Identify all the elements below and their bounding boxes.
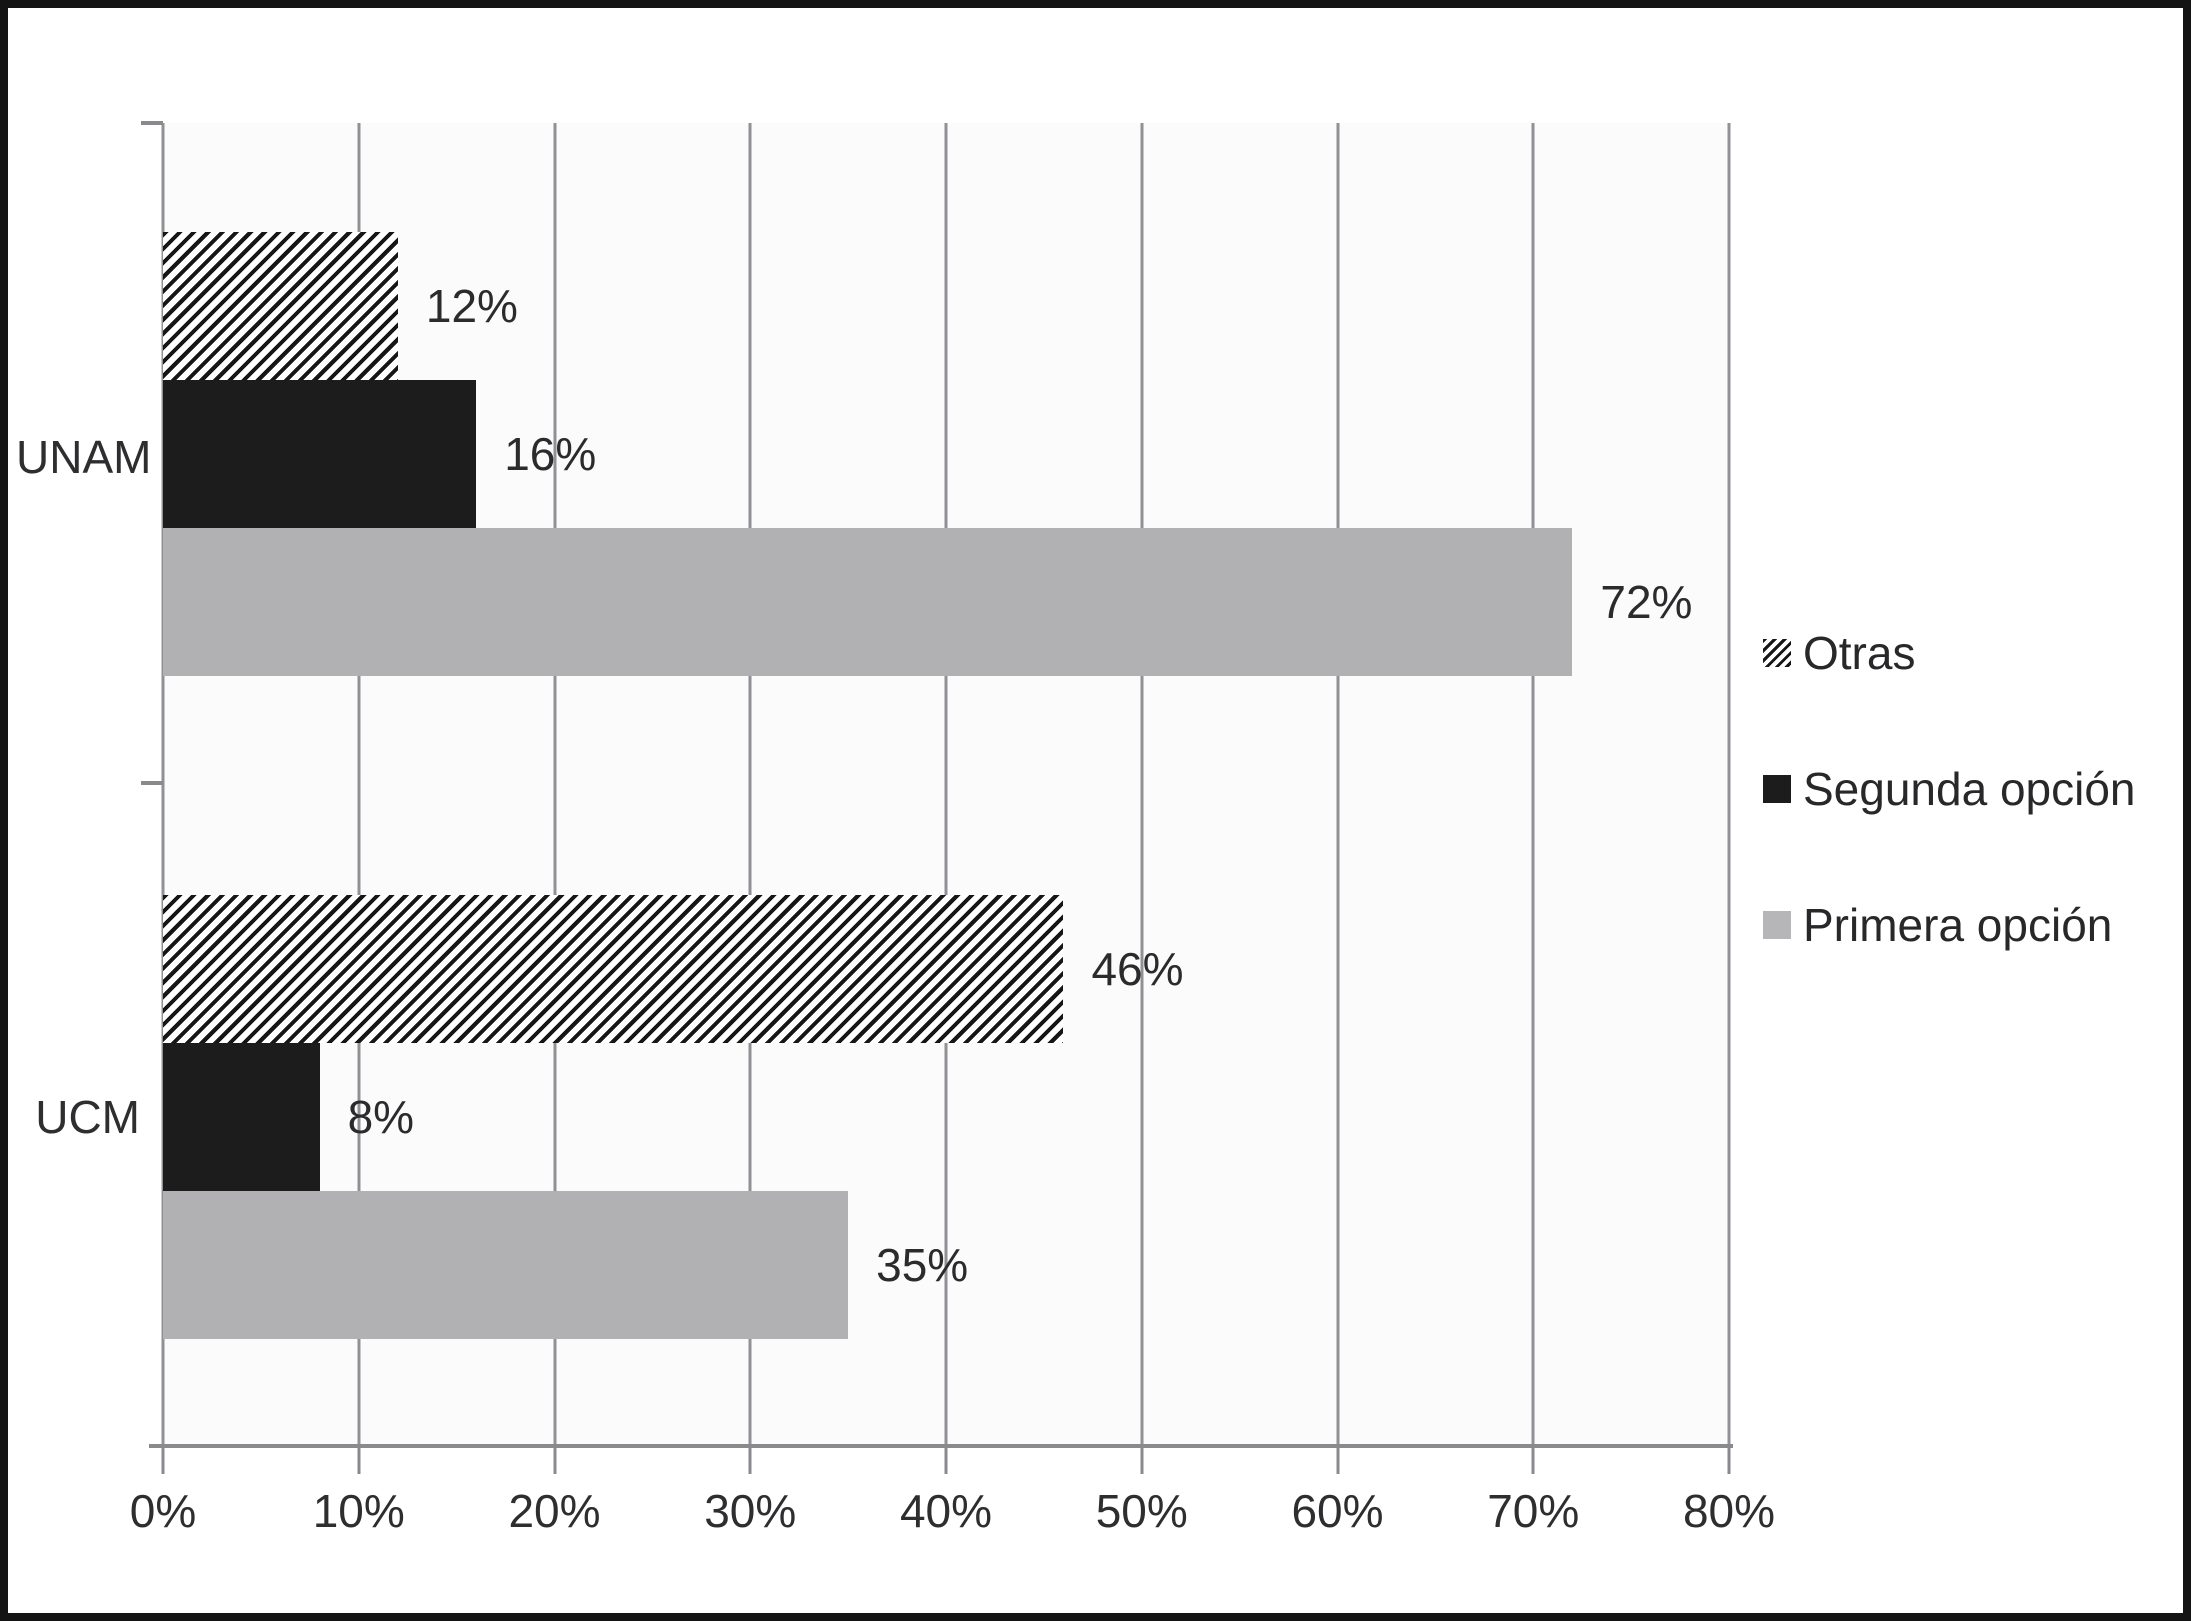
data-label-ucm-segunda-opcion: 8% [347,1091,415,1143]
legend-label: Primera opción [1803,899,2113,951]
bar-row: 12% [163,232,1729,380]
bar-row: 16% [163,380,1729,528]
hatch-swatch-icon [1763,639,1791,667]
gridline [161,123,165,1446]
legend-item-segunda-opcion: Segunda opción [1763,763,2136,815]
legend-label: Otras [1803,627,1916,679]
gridline [748,123,752,1446]
x-tick-label: 70% [1487,1485,1580,1537]
x-axis-tick [553,1446,556,1474]
category-axis-tick [141,781,163,785]
bar-ucm-primera-opcion [163,1191,849,1339]
data-label-unam-primera-opcion: 72% [1600,576,1693,628]
black-swatch-icon [1763,775,1791,803]
x-axis-tick [1531,1446,1535,1474]
gridline [1140,123,1144,1446]
x-axis-tick [161,1446,165,1474]
data-label-unam-segunda-opcion: 16% [504,428,597,480]
bar-ucm-segunda-opcion [163,1043,320,1191]
data-label-unam-otras: 12% [425,280,518,332]
x-tick-label: 80% [1682,1485,1776,1537]
x-axis-tick [1140,1446,1144,1474]
bar-row: 46% [163,895,1729,1043]
bar-unam-primera-opcion [163,528,1573,676]
plot-area: 12% 16% 72% 46% 8% 35% 0% 10% 20% 30% 40% 50%… [130,121,1775,1537]
category-label-unam: UNAM [16,431,152,483]
legend-label: Segunda opción [1803,763,2136,815]
x-axis-tick [357,1446,361,1474]
x-axis-line [149,1444,1733,1448]
gridline [553,123,556,1446]
legend-item-otras: Otras [1763,627,2136,679]
data-label-ucm-primera-opcion: 35% [876,1239,969,1291]
bar-unam-otras [163,232,398,380]
bar-ucm-otras [163,895,1064,1043]
x-tick-label: 60% [1291,1485,1384,1537]
bar-row: 35% [163,1191,1729,1339]
x-axis-tick [944,1446,948,1474]
category-axis-tick [141,121,163,125]
x-axis-tick [1727,1446,1731,1474]
gray-swatch-icon [1763,911,1791,939]
data-label-ucm-otras: 46% [1091,943,1184,995]
x-tick-label: 10% [312,1485,405,1537]
x-tick-label: 40% [899,1485,993,1537]
bar-row: 72% [163,528,1729,676]
x-tick-label: 20% [508,1485,601,1537]
x-tick-label: 0% [129,1485,197,1537]
category-label-ucm: UCM [35,1091,140,1143]
legend: Otras Segunda opción Primera opción [1763,627,2136,951]
gridline [1531,123,1535,1446]
gridline [1336,123,1339,1446]
x-axis-tick [748,1446,752,1474]
bar-row: 8% [163,1043,1729,1191]
legend-item-primera-opcion: Primera opción [1763,899,2136,951]
x-tick-label: 30% [704,1485,797,1537]
x-axis-tick [1336,1446,1339,1474]
x-tick-label: 50% [1095,1485,1188,1537]
gridline [357,123,361,1446]
gridline [944,123,948,1446]
gridline [1727,123,1731,1446]
bar-unam-segunda-opcion [163,380,477,528]
